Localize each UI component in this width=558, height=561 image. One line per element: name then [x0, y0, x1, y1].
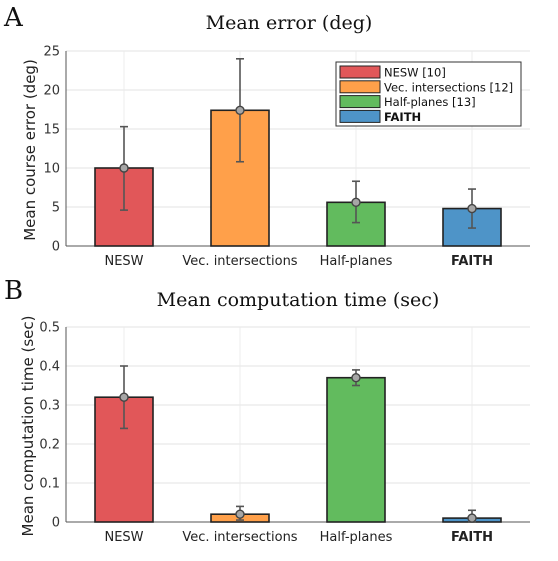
- y-tick-label: 5: [52, 201, 60, 216]
- x-tick-label: NESW: [104, 254, 143, 269]
- x-tick-label: NESW: [104, 530, 143, 545]
- legend-swatch: [339, 109, 381, 123]
- x-tick-label: Vec. intersections: [182, 530, 297, 545]
- mean-marker: [467, 203, 477, 214]
- y-tick-label: 10: [43, 162, 60, 177]
- panel-a-letter: A: [3, 3, 24, 33]
- mean-marker: [467, 513, 477, 523]
- legend-label: Vec. intersections [12]: [384, 80, 513, 94]
- mean-marker: [235, 509, 245, 519]
- bar-half-planes: [326, 376, 386, 523]
- mean-marker: [119, 392, 129, 402]
- y-tick-label: 0.5: [39, 321, 60, 336]
- x-tick-label: Vec. intersections: [182, 254, 297, 269]
- panel-b-letter: B: [4, 276, 23, 306]
- y-tick-label: 15: [43, 123, 60, 138]
- panel-a-plot: 0 5 10 15 20 25 NESW Vec. intersections Half-pla…: [43, 45, 530, 269]
- mean-marker: [351, 373, 361, 383]
- y-tick-label: 0: [52, 516, 60, 531]
- y-tick-label: 0.2: [39, 438, 60, 453]
- y-tick-label: 0.1: [39, 477, 60, 492]
- y-tick-label: 0.4: [39, 360, 60, 375]
- panel-a-ylabel: Mean course error (deg): [21, 59, 39, 241]
- legend-label: Half-planes [13]: [384, 95, 476, 109]
- panel-a-title: Mean error (deg): [206, 12, 373, 34]
- x-tick-label: Half-planes: [320, 530, 393, 545]
- legend-label: FAITH: [384, 110, 421, 124]
- panel-b-plot: 0 0.1 0.2 0.3 0.4 0.5 NESW Vec. intersections Ha…: [39, 321, 530, 545]
- legend-swatch: [339, 95, 381, 109]
- legend-swatch: [339, 65, 381, 79]
- y-tick-label: 25: [43, 45, 60, 60]
- x-tick-label: FAITH: [451, 254, 493, 269]
- y-tick-label: 0: [52, 240, 60, 255]
- mean-marker: [235, 105, 245, 115]
- y-tick-label: 20: [43, 84, 60, 99]
- panel-b-ylabel: Mean computation time (sec): [19, 316, 37, 537]
- panel-b-title: Mean computation time (sec): [157, 289, 440, 311]
- x-tick-label: Half-planes: [320, 254, 393, 269]
- y-tick-label: 0.3: [39, 399, 60, 414]
- x-tick-label: FAITH: [451, 530, 493, 545]
- mean-marker: [351, 197, 361, 208]
- legend-label: NESW [10]: [384, 66, 446, 80]
- mean-marker: [119, 163, 129, 173]
- legend-swatch: [339, 80, 381, 94]
